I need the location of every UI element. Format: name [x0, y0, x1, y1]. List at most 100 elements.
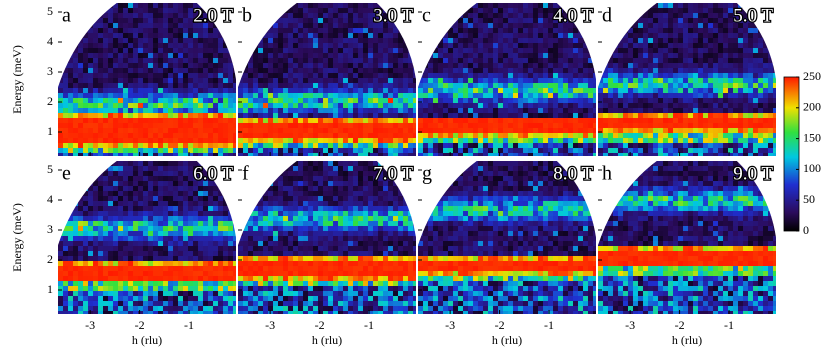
heatmap-cell [143, 28, 148, 33]
heatmap-cell [413, 93, 418, 98]
heatmap-cell [158, 68, 163, 73]
heatmap-cell [488, 93, 493, 98]
heatmap-cell [238, 68, 243, 73]
heatmap-cell [313, 28, 318, 33]
heatmap-cell [98, 123, 103, 128]
heatmap-cell [93, 53, 98, 58]
heatmap-cell [438, 133, 443, 138]
heatmap-cell [403, 98, 408, 103]
heatmap-cell [498, 113, 503, 118]
heatmap-cell [708, 103, 713, 108]
heatmap-cell [133, 216, 138, 221]
heatmap-cell [543, 63, 548, 68]
heatmap-cell [163, 3, 168, 8]
heatmap-cell [198, 196, 203, 201]
heatmap-cell [203, 148, 208, 153]
heatmap-cell [663, 123, 668, 128]
heatmap-cell [518, 123, 523, 128]
heatmap-cell [113, 138, 118, 143]
heatmap-cell [238, 153, 243, 158]
heatmap-cell [693, 8, 698, 13]
heatmap-cell [488, 108, 493, 113]
heatmap-cell [713, 138, 718, 143]
heatmap-cell [153, 201, 158, 206]
heatmap-cell [628, 83, 633, 88]
heatmap-cell [228, 43, 233, 48]
heatmap-cell [568, 33, 573, 38]
heatmap-cell [478, 133, 483, 138]
heatmap-cell [363, 23, 368, 28]
heatmap-cell [643, 53, 648, 58]
heatmap-cell [113, 63, 118, 68]
heatmap-cell [443, 98, 448, 103]
heatmap-cell [768, 138, 773, 143]
heatmap-cell [178, 181, 183, 186]
heatmap-cell [608, 93, 613, 98]
heatmap-cell [113, 48, 118, 53]
heatmap-cell [758, 123, 763, 128]
heatmap-cell [733, 143, 738, 148]
heatmap-cell [113, 128, 118, 133]
heatmap-cell [198, 113, 203, 118]
heatmap-cell [758, 88, 763, 93]
heatmap-cell [323, 143, 328, 148]
heatmap-cell [738, 28, 743, 33]
heatmap-cell [78, 221, 83, 226]
heatmap-cell [108, 153, 113, 158]
heatmap-cell [143, 143, 148, 148]
heatmap-cell [188, 43, 193, 48]
heatmap-cell [288, 33, 293, 38]
heatmap-cell [463, 48, 468, 53]
heatmap-cell [563, 58, 568, 63]
heatmap-cell [158, 78, 163, 83]
heatmap-cell [533, 8, 538, 13]
heatmap-cell [563, 93, 568, 98]
heatmap-cell [563, 33, 568, 38]
heatmap-cell [408, 63, 413, 68]
heatmap-cell [253, 133, 258, 138]
heatmap-cell [183, 73, 188, 78]
heatmap-cell [383, 83, 388, 88]
heatmap-cell [593, 83, 598, 88]
heatmap-cell [688, 18, 693, 23]
heatmap-cell [148, 28, 153, 33]
heatmap-cell [773, 98, 778, 103]
heatmap-cell [613, 103, 618, 108]
heatmap-cell [373, 143, 378, 148]
heatmap-cell [78, 33, 83, 38]
heatmap-cell [408, 108, 413, 113]
heatmap-cell [183, 93, 188, 98]
heatmap-cell [288, 128, 293, 133]
heatmap-cell [273, 118, 278, 123]
heatmap-cell [228, 201, 233, 206]
heatmap-cell [493, 68, 498, 73]
heatmap-cell [108, 103, 113, 108]
heatmap-cell [318, 88, 323, 93]
heatmap-cell [253, 33, 258, 38]
heatmap-cell [588, 63, 593, 68]
heatmap-cell [673, 23, 678, 28]
heatmap-cell [128, 93, 133, 98]
heatmap-cell [128, 23, 133, 28]
heatmap-cell [763, 133, 768, 138]
heatmap-cell [503, 148, 508, 153]
heatmap-cell [273, 123, 278, 128]
heatmap-cell [273, 18, 278, 23]
heatmap-cell [478, 8, 483, 13]
heatmap-cell [688, 88, 693, 93]
heatmap-cell [308, 73, 313, 78]
heatmap-cell [273, 143, 278, 148]
heatmap-cell [113, 133, 118, 138]
heatmap-cell [748, 28, 753, 33]
heatmap-cell [713, 8, 718, 13]
heatmap-cell [433, 3, 438, 8]
heatmap-cell [523, 128, 528, 133]
heatmap-cell [323, 8, 328, 13]
heatmap-cell [563, 68, 568, 73]
heatmap-cell [123, 88, 128, 93]
heatmap-cell [503, 23, 508, 28]
heatmap-cell [648, 13, 653, 18]
heatmap-cell [673, 48, 678, 53]
heatmap-cell [78, 88, 83, 93]
heatmap-cell [108, 216, 113, 221]
